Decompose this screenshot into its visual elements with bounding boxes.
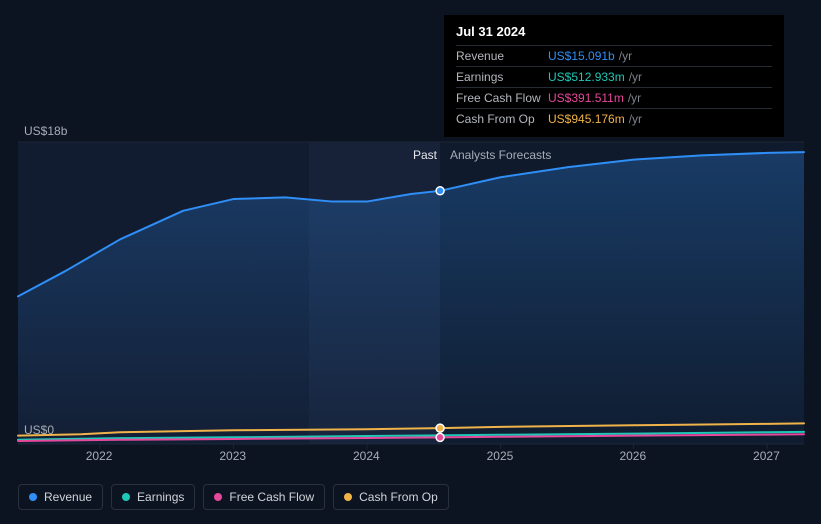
tooltip-row-label: Earnings (456, 69, 548, 85)
tooltip-row-unit: /yr (629, 69, 642, 85)
legend: Revenue Earnings Free Cash Flow Cash From O… (18, 484, 449, 510)
legend-dot-icon (122, 493, 130, 501)
tooltip-row-value: US$15.091b (548, 48, 615, 64)
legend-item[interactable]: Revenue (18, 484, 103, 510)
section-label-forecast: Analysts Forecasts (450, 148, 551, 162)
tooltip-row-label: Cash From Op (456, 111, 548, 127)
xaxis-year: 2025 (487, 449, 514, 463)
yaxis-label-top: US$18b (24, 124, 67, 138)
tooltip-title: Jul 31 2024 (456, 23, 772, 41)
legend-item[interactable]: Cash From Op (333, 484, 449, 510)
legend-dot-icon (344, 493, 352, 501)
tooltip-row-value: US$512.933m (548, 69, 625, 85)
chart-root: US$18b US$0 Past Analysts Forecasts 2022… (0, 0, 821, 524)
xaxis-year: 2024 (353, 449, 380, 463)
legend-item-label: Free Cash Flow (229, 490, 314, 504)
tooltip-row: RevenueUS$15.091b/yr (456, 45, 772, 66)
legend-item-label: Revenue (44, 490, 92, 504)
xaxis-year: 2027 (753, 449, 780, 463)
tooltip: Jul 31 2024 RevenueUS$15.091b/yrEarnings… (444, 15, 784, 137)
tooltip-row-label: Free Cash Flow (456, 90, 548, 106)
legend-dot-icon (29, 493, 37, 501)
xaxis-year: 2026 (619, 449, 646, 463)
tooltip-row-unit: /yr (619, 48, 632, 64)
tooltip-row: Cash From OpUS$945.176m/yr (456, 108, 772, 129)
tooltip-row-value: US$945.176m (548, 111, 625, 127)
xaxis-year: 2022 (86, 449, 113, 463)
tooltip-row-value: US$391.511m (548, 90, 624, 106)
legend-dot-icon (214, 493, 222, 501)
tooltip-row-unit: /yr (628, 90, 641, 106)
xaxis-year: 2023 (219, 449, 246, 463)
yaxis-label-bottom: US$0 (24, 423, 54, 437)
section-label-past: Past (413, 148, 437, 162)
tooltip-row-unit: /yr (629, 111, 642, 127)
tooltip-row: EarningsUS$512.933m/yr (456, 66, 772, 87)
legend-item-label: Cash From Op (359, 490, 438, 504)
tooltip-row: Free Cash FlowUS$391.511m/yr (456, 87, 772, 108)
legend-item-label: Earnings (137, 490, 184, 504)
legend-item[interactable]: Earnings (111, 484, 195, 510)
tooltip-row-label: Revenue (456, 48, 548, 64)
legend-item[interactable]: Free Cash Flow (203, 484, 325, 510)
